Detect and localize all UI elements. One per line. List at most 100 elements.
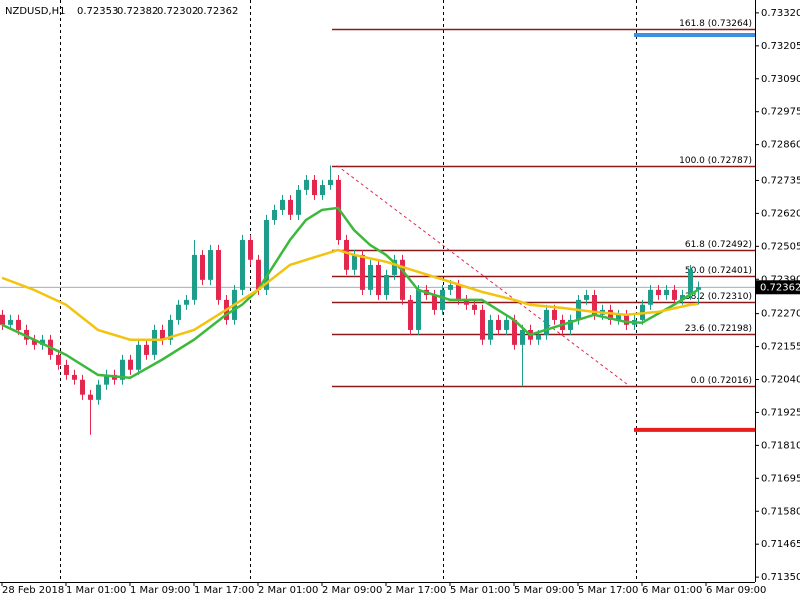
candle-body [624,314,629,325]
candle-body [608,309,613,320]
candle-body [584,295,589,300]
candle-body [488,319,493,340]
y-tick-label: 0.72270 [761,309,800,320]
fib-label: 100.0 (0.72787) [679,156,752,166]
moving-average [1,206,699,380]
fib-label: 0.0 (0.72016) [691,376,752,386]
y-tick-label: 0.72620 [761,208,800,219]
candle-body [520,329,525,345]
candle-body [360,254,365,290]
candle-body [16,319,21,330]
fib-trend [336,165,631,387]
candle-body [536,334,541,340]
candle-body [448,284,453,290]
candle-body [240,240,245,290]
x-tick-label: 1 Mar 17:00 [194,585,254,596]
candle-body [656,289,661,296]
y-tick-label: 0.72040 [761,375,800,386]
y-tick-label: 0.72505 [761,241,800,252]
candle-body [648,289,653,305]
price-label: 0.72362 [760,282,800,293]
candle-body [544,309,549,335]
candle-body [288,199,293,215]
candle-body [96,384,101,400]
candle-body [64,364,69,375]
x-tick-label: 1 Mar 01:00 [66,585,126,596]
x-tick-label: 1 Mar 09:00 [130,585,190,596]
candle-body [504,319,509,330]
candle-body [144,344,149,355]
candle-body [40,339,45,345]
candle-body [56,354,61,365]
candle-body [472,304,477,310]
candle-body [152,329,157,355]
candle-body [312,179,317,196]
candle-body [72,374,77,380]
candle-body [320,185,325,196]
candle-body [296,189,301,215]
candle-body [496,319,501,330]
last-high: 0.72382 [117,6,158,17]
fib-label: 23.6 (0.72198) [685,324,752,334]
y-tick-label: 0.72155 [761,342,800,353]
candle-body [272,209,277,220]
candle-body [680,295,685,300]
candle-body [280,199,285,210]
candle-body [8,319,13,325]
candle-body [328,179,333,186]
candle-body [392,259,397,275]
candle-body [160,329,165,340]
candle-body [248,240,253,260]
last-open: 0.72353 [77,6,118,17]
fib-label: 38.2 (0.72310) [685,292,752,302]
candle-body [88,394,93,400]
candle-body [256,259,261,290]
moving-average [1,248,699,341]
fib-label: 61.8 (0.72492) [685,240,752,250]
x-tick-label: 2 Mar 09:00 [322,585,382,596]
candle-body [664,289,669,296]
x-tick-label: 2 Mar 17:00 [386,585,446,596]
candle-body [136,344,141,370]
candle-body [440,289,445,310]
candle-body [416,289,421,330]
price-box [756,280,800,295]
y-tick-label: 0.71465 [761,539,800,550]
x-tick-label: 5 Mar 09:00 [514,585,574,596]
y-tick-label: 0.73320 [761,8,800,19]
candle-body [216,250,221,300]
last-close: 0.72362 [197,6,238,17]
x-tick-label: 28 Feb 2018 [2,585,64,596]
candle-body [568,319,573,330]
candle-body [552,309,557,320]
chart-title: NZDUSD,H1 [5,6,65,17]
candle-body [344,240,349,270]
candle-body [264,219,269,290]
fib-label: 161.8 (0.73264) [679,19,752,29]
y-tick-label: 0.71580 [761,506,800,517]
candle-body [104,374,109,385]
candle-body [616,314,621,320]
y-tick-label: 0.72390 [761,274,800,285]
candle-body [304,179,309,190]
candle-body [672,289,677,300]
candle-body [176,304,181,320]
last-low: 0.72302 [157,6,198,17]
candle-body [368,264,373,290]
candle-body [128,359,133,370]
x-tick-label: 2 Mar 01:00 [258,585,318,596]
candle-body [32,339,37,345]
y-tick-label: 0.71925 [761,407,800,418]
candle-body [408,299,413,330]
candle-body [0,314,5,325]
candle-body [592,295,597,315]
y-tick-label: 0.72735 [761,175,800,186]
y-tick-label: 0.73205 [761,41,800,52]
x-tick-label: 6 Mar 01:00 [642,585,702,596]
candle-body [208,250,213,280]
x-tick-label: 6 Mar 09:00 [706,585,766,596]
candle-body [688,269,693,296]
candle-body [696,287,701,290]
